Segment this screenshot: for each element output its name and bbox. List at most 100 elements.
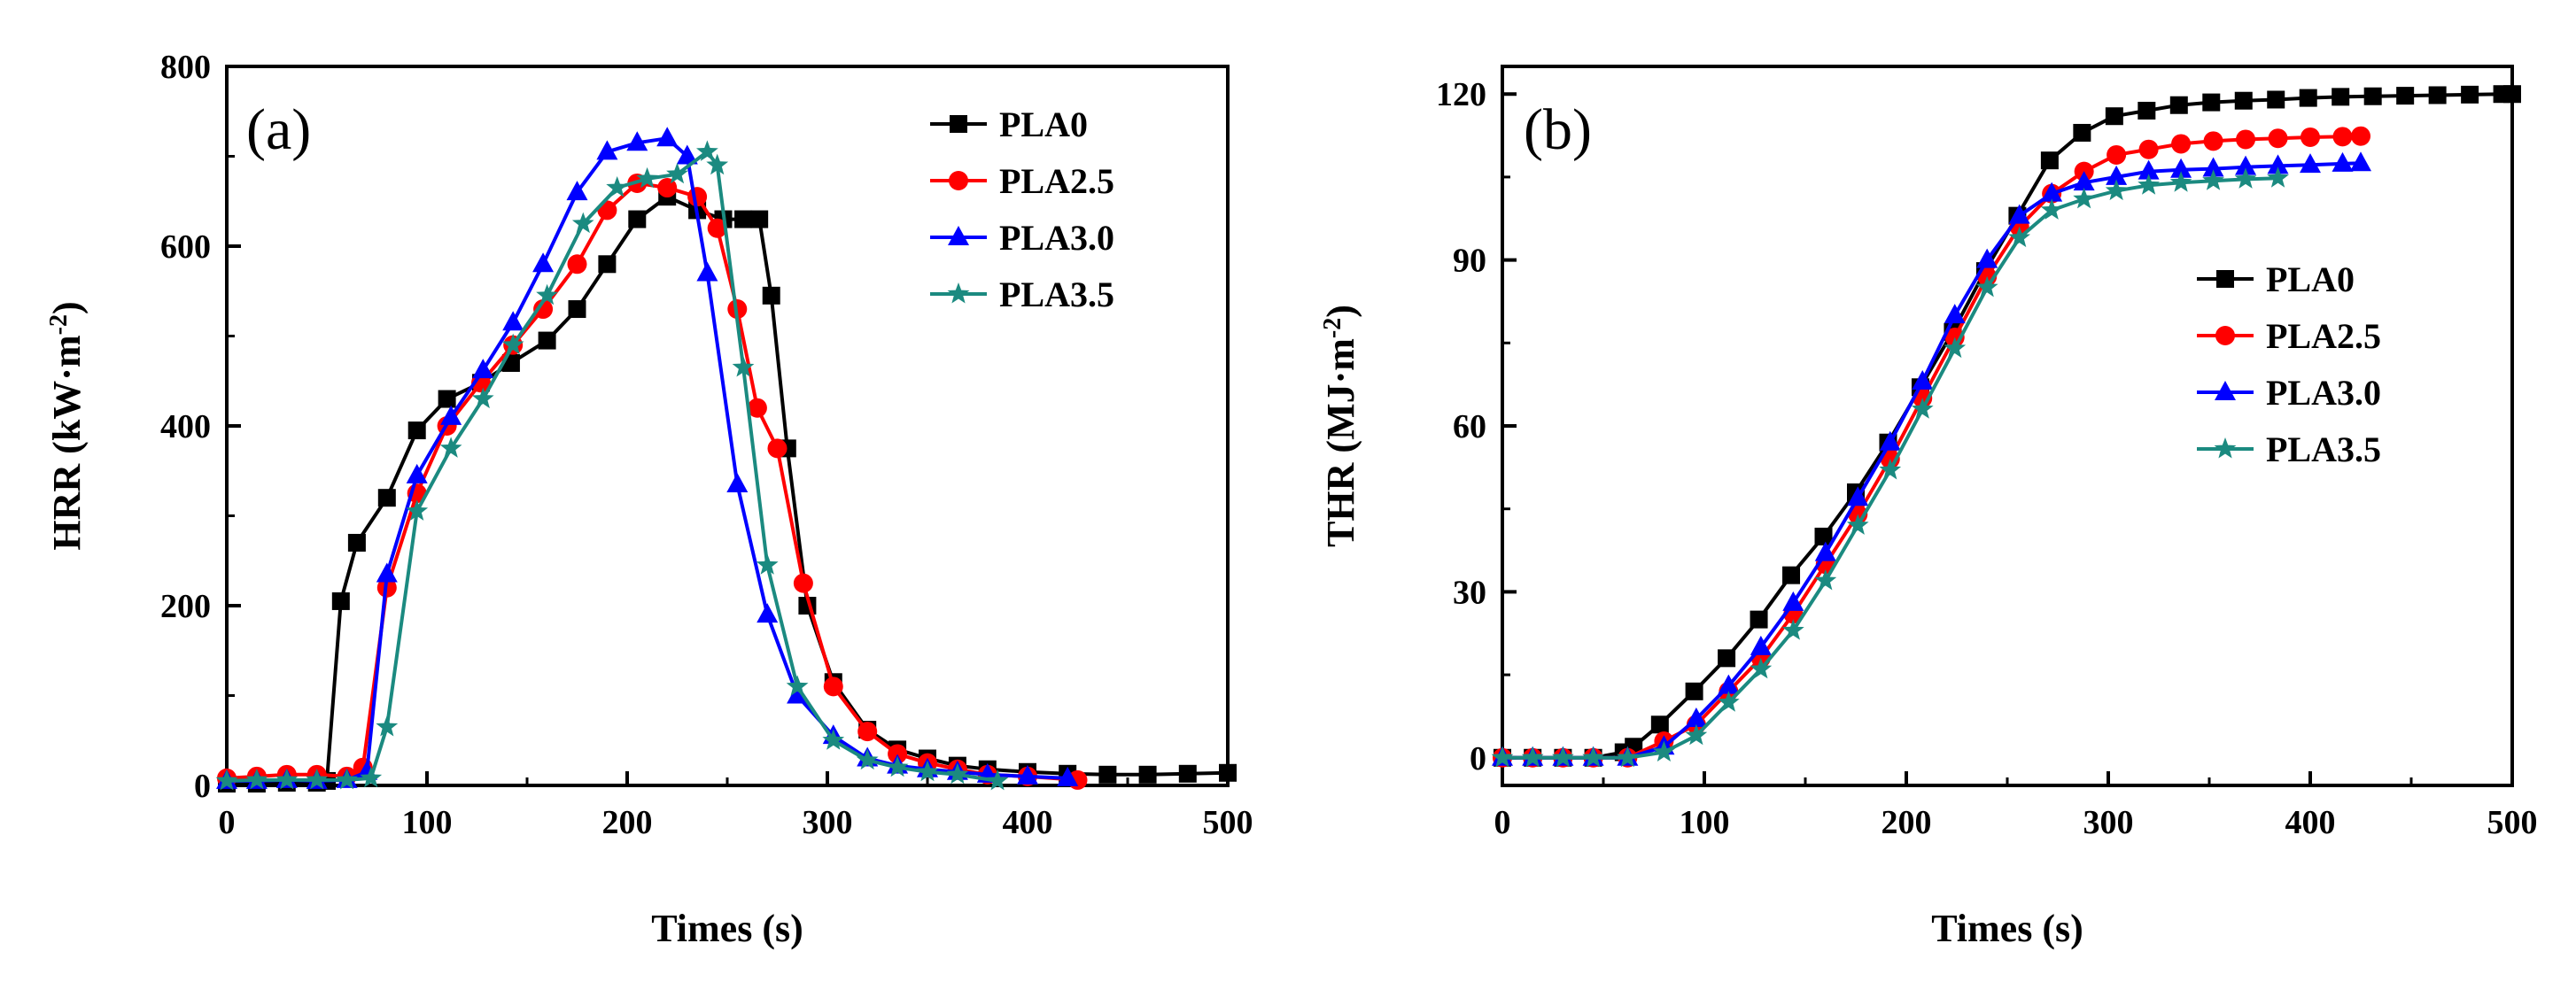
data-point-b-PLA2.5-22 [2203, 131, 2223, 151]
data-point-b-PLA3.5-8 [1750, 657, 1773, 679]
series-layer-a [215, 127, 1237, 793]
legend-label-b-PLA3.0: PLA3.0 [2266, 373, 2381, 413]
data-point-b-PLA0-20 [2105, 107, 2123, 126]
data-point-a-PLA3.5-21 [822, 729, 845, 750]
data-point-b-PLA3.5-3 [1582, 746, 1604, 768]
data-point-a-PLA3.5-13 [606, 176, 629, 197]
data-point-a-PLA0-21 [762, 286, 780, 305]
data-point-b-PLA3.0-26 [2332, 151, 2354, 172]
data-point-b-PLA3.0-24 [2267, 154, 2289, 174]
data-point-a-PLA3.0-8 [440, 405, 462, 425]
data-point-a-PLA3.5-8 [439, 437, 462, 458]
data-point-a-PLA3.0-11 [532, 252, 555, 273]
data-point-a-PLA3.5-16 [696, 140, 718, 161]
data-point-b-PLA3.0-10 [1814, 541, 1836, 561]
data-point-b-PLA3.0-17 [2041, 182, 2063, 202]
data-point-a-PLA2.5-20 [767, 438, 788, 459]
legend-marker-b-PLA3.0 [2215, 381, 2236, 400]
legend-label-a-PLA3.5: PLA3.5 [999, 274, 1114, 314]
data-point-a-PLA3.0-18 [726, 472, 749, 492]
data-point-a-PLA3.5-3 [306, 768, 329, 790]
data-point-a-PLA0-34 [1178, 764, 1197, 783]
data-point-a-PLA3.5-12 [571, 212, 594, 234]
y-axis-title-a-close: ) [45, 301, 89, 314]
data-point-a-PLA3.5-20 [786, 675, 809, 696]
series-markers-b-PLA3.0 [1492, 151, 2371, 766]
data-point-a-PLA3.0-28 [1057, 766, 1079, 786]
y-tick-label-a-3: 600 [160, 228, 211, 266]
data-point-a-PLA2.5-19 [747, 398, 767, 418]
data-point-b-PLA3.5-10 [1814, 568, 1837, 591]
legend-marker-a-PLA3.5 [947, 282, 970, 304]
data-point-a-PLA3.5-10 [501, 333, 524, 355]
y-tick-label-a-2: 400 [160, 408, 211, 445]
data-point-a-PLA3.0-20 [787, 684, 809, 704]
data-point-b-PLA0-22 [2169, 96, 2188, 114]
data-point-b-PLA0-11 [1814, 527, 1833, 545]
data-point-a-PLA3.5-25 [946, 762, 969, 785]
legend-label-a-PLA0: PLA0 [999, 104, 1088, 144]
legend-marker-a-PLA0 [950, 115, 967, 133]
y-tick-label-b-3: 90 [1453, 243, 1486, 280]
data-point-a-PLA3.5-2 [275, 768, 299, 790]
data-point-b-PLA2.5-23 [2236, 129, 2256, 150]
x-tick-label-a-0: 0 [219, 804, 236, 841]
data-point-a-PLA3.0-16 [676, 144, 698, 165]
data-point-b-PLA0-25 [2267, 90, 2285, 109]
data-point-b-PLA3.0-7 [1718, 674, 1740, 694]
data-point-b-PLA3.5-13 [1911, 398, 1934, 419]
data-point-b-PLA3.5-7 [1718, 691, 1740, 712]
x-tick-label-a-3: 300 [803, 804, 853, 841]
data-point-b-PLA3.5-4 [1617, 746, 1639, 768]
data-point-b-PLA3.0-27 [2350, 151, 2371, 172]
data-point-a-PLA0-20 [750, 210, 769, 228]
series-line-b-PLA2.5 [1502, 134, 2362, 760]
data-point-b-PLA0-9 [1750, 610, 1768, 629]
data-point-a-PLA0-12 [538, 331, 556, 350]
y-tick-label-b-2: 60 [1453, 408, 1486, 445]
x-tick-label-b-1: 100 [1680, 804, 1730, 841]
data-point-b-PLA0-24 [2234, 91, 2253, 110]
data-point-b-PLA3.5-14 [1944, 336, 1967, 359]
data-point-b-PLA3.0-15 [1976, 248, 1998, 268]
series-layer-b [1491, 85, 2521, 768]
x-tick-label-a-4: 400 [1003, 804, 1053, 841]
data-point-b-PLA3.5-5 [1653, 740, 1675, 762]
data-point-b-PLA3.5-23 [2234, 167, 2257, 189]
data-point-a-PLA0-13 [568, 300, 586, 319]
data-point-a-PLA3.5-15 [666, 162, 688, 184]
data-point-a-PLA3.0-12 [566, 181, 588, 201]
x-tick-label-b-5: 500 [2487, 804, 2538, 841]
x-tick-label-a-5: 500 [1203, 804, 1253, 841]
data-point-a-PLA3.0-15 [656, 127, 679, 147]
data-point-b-PLA3.5-1 [1521, 746, 1544, 768]
x-axis-title-b: Times (s) [1931, 907, 2083, 950]
data-point-a-PLA3.5-5 [360, 766, 383, 788]
y-axis-title-b-close: ) [1319, 305, 1362, 318]
data-point-b-PLA0-7 [1685, 682, 1703, 700]
data-point-a-PLA2.5-22 [823, 677, 843, 697]
data-point-a-PLA3.5-6 [376, 715, 399, 737]
data-point-a-PLA3.5-26 [986, 769, 1009, 791]
y-tick-label-b-0: 0 [1470, 740, 1486, 777]
data-point-b-PLA2.5-21 [2171, 134, 2192, 154]
data-point-b-PLA3.0-20 [2138, 159, 2160, 180]
data-point-a-PLA0-32 [1098, 765, 1117, 784]
data-point-a-PLA0-5 [331, 592, 350, 610]
data-point-a-PLA3.5-23 [886, 755, 909, 777]
data-point-a-PLA3.5-18 [732, 356, 755, 377]
x-tick-label-b-0: 0 [1494, 804, 1511, 841]
data-point-a-PLA2.5-11 [533, 299, 554, 320]
data-point-b-PLA3.0-11 [1847, 486, 1869, 506]
data-point-b-PLA3.0-8 [1750, 635, 1772, 655]
legend-label-b-PLA0: PLA0 [2266, 259, 2355, 299]
data-point-b-PLA3.0-23 [2235, 155, 2257, 175]
data-point-a-PLA0-19 [734, 210, 753, 228]
y-tick-label-b-4: 120 [1436, 76, 1486, 113]
data-point-b-PLA0-26 [2299, 89, 2317, 107]
data-point-b-PLA0-18 [2040, 151, 2059, 170]
data-point-a-PLA2.5-21 [793, 573, 813, 593]
legend-a: PLA0 PLA2.5 PLA3.0 PLA3.5 [930, 104, 1114, 314]
data-point-b-PLA3.0-18 [2073, 171, 2095, 191]
